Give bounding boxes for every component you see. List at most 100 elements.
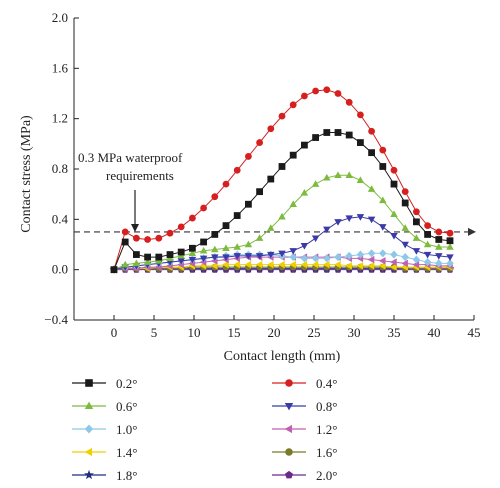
- data-point: [267, 175, 275, 183]
- data-point: [446, 229, 454, 237]
- data-point: [289, 101, 297, 109]
- data-point: [289, 253, 297, 262]
- data-point: [401, 188, 409, 196]
- data-point: [334, 171, 342, 179]
- data-point: [345, 98, 353, 106]
- data-point: [390, 258, 397, 266]
- data-point: [435, 253, 443, 260]
- data-point: [211, 254, 219, 261]
- data-point: [311, 180, 320, 187]
- data-point: [267, 251, 275, 259]
- data-point: [255, 234, 264, 241]
- data-point: [311, 235, 320, 243]
- data-point: [121, 228, 129, 236]
- data-point: [266, 260, 274, 269]
- axis-ticks: 0 5 10 15 20 25 30 35 40 45 −0.4 0.0 0.4 0.8 1.2 1.6 2.0: [44, 10, 480, 340]
- data-point: [334, 253, 342, 262]
- legend-label: 1.2°: [316, 422, 337, 437]
- data-point: [211, 193, 219, 201]
- data-point: [357, 111, 364, 119]
- legend-item: 0.8°: [272, 399, 337, 414]
- x-tick-label: 15: [228, 325, 241, 340]
- y-tick-label: 0.0: [52, 262, 68, 277]
- data-point: [143, 258, 152, 265]
- x-axis-title: Contact length (mm): [224, 349, 341, 364]
- data-point: [412, 234, 421, 241]
- data-point: [435, 259, 443, 268]
- data-point: [278, 212, 286, 220]
- data-point: [289, 200, 297, 207]
- data-point: [401, 253, 409, 262]
- data-point: [233, 212, 241, 219]
- data-point: [345, 251, 353, 260]
- data-point: [199, 246, 208, 254]
- data-point: [356, 262, 364, 270]
- legend-swatch-marker: [84, 424, 94, 434]
- data-point: [255, 260, 263, 269]
- legend-label: 1.8°: [116, 468, 137, 483]
- x-tick-label: 45: [468, 325, 481, 340]
- legend-item: 1.8°: [72, 468, 137, 483]
- data-point: [256, 188, 263, 196]
- data-point: [390, 166, 398, 174]
- data-point: [311, 260, 319, 269]
- data-point: [278, 112, 286, 120]
- legend-label: 0.6°: [116, 399, 137, 414]
- data-point: [323, 129, 331, 136]
- data-point: [367, 185, 376, 192]
- data-point: [210, 262, 218, 270]
- data-point: [133, 251, 140, 258]
- annotation-arrowhead: [131, 224, 139, 232]
- legend-label: 0.2°: [116, 376, 137, 391]
- threshold-annotation: 0.3 MPa waterproof requirements: [78, 150, 183, 232]
- data-point: [177, 223, 185, 231]
- data-point: [367, 216, 376, 224]
- data-point: [334, 260, 341, 269]
- data-point: [401, 199, 409, 207]
- threshold-arrowhead: [468, 227, 476, 236]
- data-point: [379, 224, 387, 231]
- legend: 0.2° 0.4° 0.6° 0.8° 1.0° 1.2° 1.4° 1.6° 1.8° 2.0°: [72, 376, 337, 483]
- data-point: [188, 249, 197, 257]
- data-point: [390, 263, 397, 271]
- data-point: [189, 244, 196, 252]
- data-point: [245, 153, 252, 160]
- data-point: [390, 232, 398, 240]
- legend-swatch-marker: [284, 424, 293, 434]
- data-point: [278, 260, 285, 269]
- data-point: [267, 125, 275, 133]
- x-tick-label: 0: [111, 325, 118, 340]
- data-point: [322, 260, 330, 269]
- data-point: [199, 255, 208, 263]
- y-axis-title: Contact stress (MPa): [19, 115, 34, 233]
- data-point: [367, 262, 375, 270]
- data-point: [423, 258, 432, 267]
- legend-item: 0.6°: [72, 399, 137, 414]
- data-point: [300, 254, 309, 263]
- data-point: [378, 262, 386, 270]
- legend-swatch-marker: [285, 379, 293, 387]
- data-point: [323, 173, 331, 181]
- data-point: [356, 250, 365, 259]
- data-point: [367, 249, 376, 258]
- data-point: [368, 127, 375, 135]
- data-point: [356, 176, 365, 184]
- data-point: [356, 214, 365, 221]
- y-tick-label: 1.6: [52, 60, 69, 75]
- y-tick-label: 1.2: [52, 111, 68, 126]
- data-point: [367, 255, 375, 264]
- legend-item: 2.0°: [272, 468, 337, 483]
- data-point: [211, 231, 219, 238]
- legend-label: 1.6°: [316, 445, 337, 460]
- data-point: [312, 134, 319, 141]
- data-point: [357, 139, 364, 146]
- data-point: [300, 243, 309, 250]
- data-point: [412, 260, 420, 269]
- legend-item: 1.2°: [272, 422, 337, 437]
- data-point: [334, 219, 342, 226]
- data-point: [200, 204, 208, 212]
- series-02-deg: [110, 129, 454, 274]
- data-point: [278, 250, 286, 258]
- data-point: [345, 262, 352, 270]
- legend-swatch-marker: [284, 402, 294, 411]
